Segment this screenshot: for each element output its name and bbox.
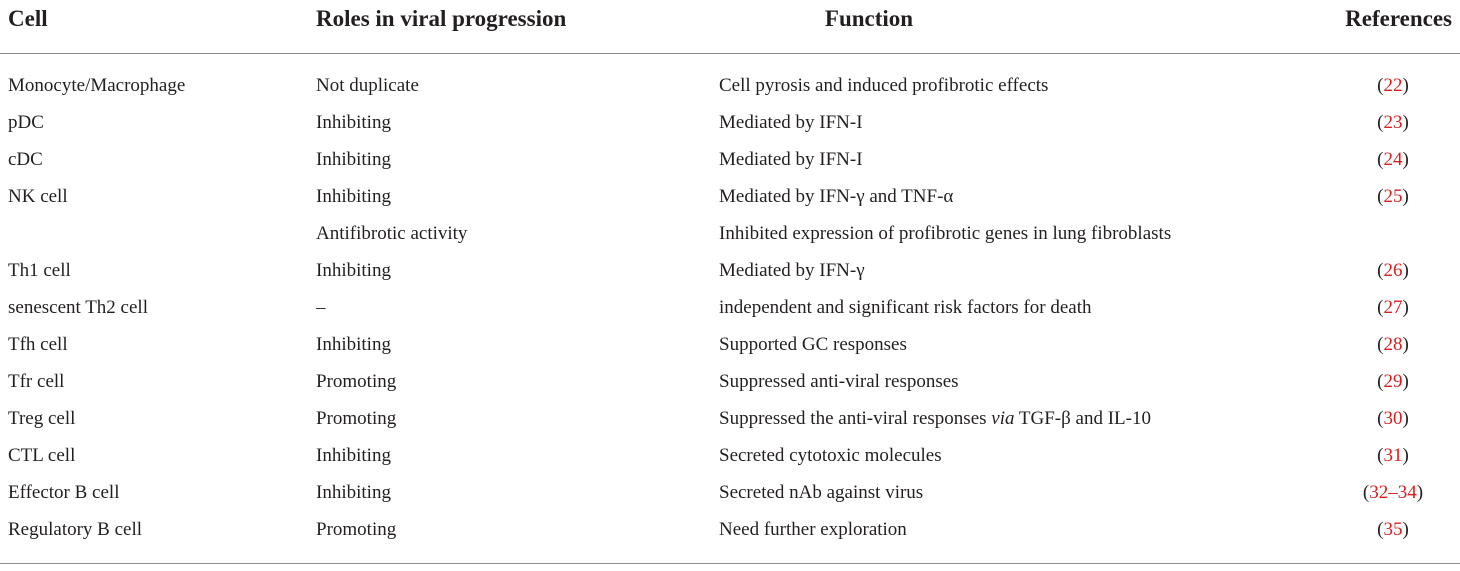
cell-name: Treg cell — [8, 408, 76, 429]
cell-name: CTL cell — [8, 445, 76, 466]
cell-function: Mediated by IFN-I — [719, 149, 863, 170]
cell-name: NK cell — [8, 186, 68, 207]
header-cell: Cell — [8, 6, 48, 31]
table-row: senescent Th2 cell – independent and sig… — [0, 289, 1460, 326]
reference-link[interactable]: (25) — [1377, 186, 1409, 207]
cell-role: Antifibrotic activity — [316, 223, 468, 244]
cell-function: Secreted nAb against virus — [719, 482, 924, 503]
cell-role: Inhibiting — [316, 482, 391, 503]
cell-function: Mediated by IFN-γ — [719, 260, 865, 281]
reference-link[interactable]: (28) — [1377, 334, 1409, 355]
cell-function: Mediated by IFN-I — [719, 112, 863, 133]
cell-role: Inhibiting — [316, 334, 391, 355]
reference-link[interactable]: (30) — [1377, 408, 1409, 429]
cell-role: Promoting — [316, 408, 397, 429]
header-function: Function — [824, 6, 914, 31]
cell-name: Effector B cell — [8, 482, 120, 503]
cell-function: Supported GC responses — [719, 334, 907, 355]
table-row: Th1 cell Inhibiting Mediated by IFN-γ (2… — [0, 252, 1460, 289]
header-references: References — [1345, 6, 1452, 31]
cell-function: independent and significant risk factors… — [719, 297, 1092, 318]
cell-name: pDC — [8, 112, 44, 133]
reference-link[interactable]: (32–34) — [1362, 482, 1424, 503]
cell-role: – — [316, 297, 326, 318]
cell-function: Cell pyrosis and induced profibrotic eff… — [719, 75, 1049, 96]
cell-role: Inhibiting — [316, 112, 391, 133]
cell-role: Inhibiting — [316, 445, 391, 466]
table-row: Antifibrotic activity Inhibited expressi… — [0, 215, 1460, 252]
reference-link[interactable]: (24) — [1377, 149, 1409, 170]
cell-name: Tfh cell — [8, 334, 68, 355]
reference-link[interactable]: (26) — [1377, 260, 1409, 281]
cell-function: Inhibited expression of profibrotic gene… — [719, 223, 1172, 244]
cell-role: Inhibiting — [316, 149, 391, 170]
table-row: pDC Inhibiting Mediated by IFN-I (23) — [0, 104, 1460, 141]
reference-link[interactable]: (23) — [1377, 112, 1409, 133]
reference-link[interactable]: (35) — [1377, 519, 1409, 540]
cell-name: senescent Th2 cell — [8, 297, 148, 318]
table-row: NK cell Inhibiting Mediated by IFN-γ and… — [0, 178, 1460, 215]
table-row: Effector B cell Inhibiting Secreted nAb … — [0, 474, 1460, 511]
cell-role: Inhibiting — [316, 260, 391, 281]
header-roles: Roles in viral progression — [316, 6, 567, 31]
header-divider — [0, 53, 1460, 54]
reference-link[interactable]: (29) — [1377, 371, 1409, 392]
table-bottom-rule — [0, 563, 1460, 564]
cell-function: Mediated by IFN-γ and TNF-α — [719, 186, 954, 207]
table-row: Monocyte/Macrophage Not duplicate Cell p… — [0, 67, 1460, 104]
table-row: Treg cell Promoting Suppressed the anti-… — [0, 400, 1460, 437]
table-row: Regulatory B cell Promoting Need further… — [0, 511, 1460, 548]
reference-link[interactable]: (22) — [1377, 75, 1409, 96]
cell-name: Th1 cell — [8, 260, 71, 281]
table-row: Tfh cell Inhibiting Supported GC respons… — [0, 326, 1460, 363]
cell-function: Suppressed anti-viral responses — [719, 371, 959, 392]
table-row: cDC Inhibiting Mediated by IFN-I (24) — [0, 141, 1460, 178]
cell-name: Tfr cell — [8, 371, 65, 392]
cell-role: Promoting — [316, 519, 397, 540]
cell-name: Monocyte/Macrophage — [8, 75, 186, 96]
cell-name: cDC — [8, 149, 43, 170]
cell-function: Suppressed the anti-viral responses via … — [719, 408, 1151, 429]
cell-name: Regulatory B cell — [8, 519, 143, 540]
table-row: Tfr cell Promoting Suppressed anti-viral… — [0, 363, 1460, 400]
table-row: CTL cell Inhibiting Secreted cytotoxic m… — [0, 437, 1460, 474]
cell-function: Secreted cytotoxic molecules — [719, 445, 942, 466]
cell-role: Promoting — [316, 371, 397, 392]
reference-link[interactable]: (27) — [1377, 297, 1409, 318]
cell-role: Inhibiting — [316, 186, 391, 207]
reference-link[interactable]: (31) — [1377, 445, 1409, 466]
table-body: Monocyte/Macrophage Not duplicate Cell p… — [0, 67, 1460, 548]
cell-role: Not duplicate — [316, 75, 419, 96]
cell-function: Need further exploration — [719, 519, 907, 540]
